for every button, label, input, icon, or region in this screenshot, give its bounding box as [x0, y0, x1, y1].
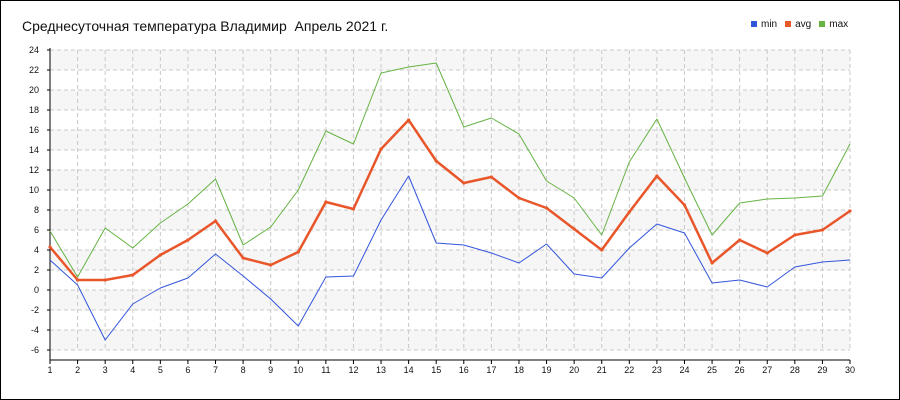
point-avg: [241, 256, 245, 260]
x-tick-label: 5: [158, 365, 163, 375]
x-tick-label: 30: [845, 365, 855, 375]
y-tick-label: 24: [29, 45, 39, 55]
y-tick-label: -6: [31, 345, 39, 355]
point-avg: [572, 227, 576, 231]
x-tick-label: 2: [75, 365, 80, 375]
x-tick-label: 16: [459, 365, 469, 375]
x-tick-label: 12: [348, 365, 358, 375]
x-tick-label: 29: [817, 365, 827, 375]
point-avg: [600, 248, 604, 252]
point-avg: [351, 207, 356, 211]
x-tick-label: 27: [762, 365, 772, 375]
point-avg: [793, 233, 797, 237]
x-tick-label: 28: [790, 365, 800, 375]
series-line-avg: [49, 118, 851, 282]
point-avg: [269, 263, 273, 267]
point-avg: [48, 245, 52, 249]
point-avg: [682, 203, 687, 207]
legend-item-max: max: [819, 19, 848, 30]
y-tick-label: 6: [34, 225, 39, 235]
point-avg: [75, 278, 80, 282]
y-tick-label: 14: [29, 145, 39, 155]
point-avg: [489, 175, 493, 179]
legend-item-min: min: [751, 19, 777, 30]
point-avg: [710, 261, 714, 265]
point-avg: [131, 273, 135, 277]
point-avg: [407, 118, 411, 122]
point-avg: [103, 278, 107, 282]
point-avg: [765, 251, 769, 255]
legend-swatch-min: [751, 21, 757, 27]
point-avg: [296, 250, 300, 254]
y-tick-label: 20: [29, 85, 39, 95]
y-tick-label: 16: [29, 125, 39, 135]
x-tick-label: 26: [735, 365, 745, 375]
point-avg: [186, 238, 190, 242]
legend-label-min: min: [761, 18, 778, 30]
x-tick-label: 18: [514, 365, 524, 375]
x-tick-label: 21: [597, 365, 607, 375]
y-tick-label: -4: [31, 325, 39, 335]
y-tick-label: 4: [34, 245, 39, 255]
x-tick-label: 6: [185, 365, 190, 375]
x-tick-label: 22: [624, 365, 634, 375]
grid-band: [50, 330, 850, 350]
legend-label-max: max: [829, 18, 849, 30]
point-avg: [517, 196, 521, 200]
point-avg: [324, 200, 328, 204]
point-avg: [379, 147, 383, 151]
grid-band: [50, 290, 850, 310]
point-avg: [820, 228, 825, 232]
legend: min avg max: [751, 17, 848, 31]
x-tick-label: 11: [321, 365, 330, 375]
point-avg: [434, 159, 438, 163]
grid-band: [50, 50, 850, 70]
legend-swatch-max: [819, 21, 826, 27]
y-tick-label: 2: [34, 265, 39, 275]
x-tick-label: 4: [130, 365, 135, 375]
x-tick-label: 13: [376, 365, 386, 375]
x-tick-label: 9: [268, 365, 273, 375]
legend-swatch-avg: [785, 21, 792, 27]
point-avg: [158, 253, 162, 257]
x-tick-label: 1: [47, 365, 52, 375]
grid-band: [50, 90, 850, 110]
x-tick-label: 25: [707, 365, 717, 375]
point-avg: [848, 209, 852, 213]
x-tick-label: 7: [213, 365, 218, 375]
point-avg: [213, 219, 218, 223]
series-line-max: [49, 62, 851, 278]
x-tick-label: 3: [103, 365, 108, 375]
x-tick-label: 8: [241, 365, 246, 375]
grid-band: [50, 210, 850, 230]
legend-item-avg: avg: [785, 19, 811, 30]
series-line-min: [49, 175, 851, 341]
point-avg: [544, 206, 549, 210]
grid-band: [50, 250, 850, 270]
y-tick-label: 18: [29, 105, 39, 115]
point-avg: [627, 210, 631, 214]
chart-title: Среднесуточная температура Владимир Апре…: [22, 18, 389, 34]
point-avg: [655, 174, 659, 178]
y-tick-label: 12: [29, 165, 39, 175]
x-tick-label: 23: [652, 365, 662, 375]
x-tick-label: 15: [431, 365, 441, 375]
y-tick-label: 10: [29, 185, 39, 195]
y-tick-label: 22: [29, 65, 39, 75]
point-avg: [462, 181, 466, 185]
y-tick-label: 0: [34, 285, 39, 295]
grid-band: [50, 130, 850, 150]
x-tick-label: 14: [404, 365, 414, 375]
x-tick-label: 24: [679, 365, 689, 375]
x-tick-label: 17: [486, 365, 496, 375]
y-tick-label: 8: [34, 205, 39, 215]
legend-label-avg: avg: [795, 18, 812, 30]
x-tick-label: 10: [293, 365, 303, 375]
point-avg: [738, 238, 742, 242]
x-tick-label: 20: [569, 365, 579, 375]
x-tick-label: 19: [542, 365, 552, 375]
y-tick-label: -2: [31, 305, 39, 315]
